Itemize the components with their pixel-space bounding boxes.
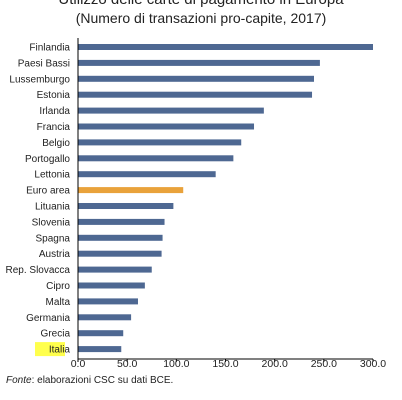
category-label-lituania: Lituania [35,202,70,213]
label-highlight-italia [35,342,65,357]
category-label-slovenia: Slovenia [32,217,71,228]
x-tick-label: 0.0 [71,358,86,370]
bar-rep-slovacca [78,266,152,273]
category-label-euro-area: Euro area [26,186,70,197]
category-label-irlanda: Irlanda [39,106,70,117]
bar-paesi-bassi [78,59,320,66]
bar-italia [78,346,122,353]
x-tick-label: 300.0 [360,358,386,370]
bar-austria [78,250,162,257]
source-text: : elaborazioni CSC su dati BCE. [31,375,174,386]
bar-slovenia [78,218,165,225]
category-label-grecia: Grecia [41,329,71,340]
bar-portogallo [78,155,234,162]
category-label-francia: Francia [37,122,71,133]
bar-estonia [78,91,313,98]
bar-spagna [78,234,163,241]
category-label-italia: Italia [49,345,71,356]
bar-lettonia [78,171,216,178]
chart-title: Utilizzo delle carte di pagamento in Eur… [0,0,402,9]
x-tick-label: 150.0 [212,358,238,370]
category-label-germania: Germania [26,313,70,324]
bar-finlandia [78,44,373,50]
x-tick-label: 100.0 [163,358,189,370]
category-label-belgio: Belgio [42,138,70,149]
category-label-paesi-bassi: Paesi Bassi [18,58,70,69]
bar-francia [78,123,255,130]
x-tick-label: 250.0 [311,358,337,370]
bar-belgio [78,139,242,146]
source-label: Fonte [6,375,32,386]
bar-chart: Finlandia Paesi Bassi Lussemburgo Estonia Ir… [6,38,386,370]
category-label-finlandia: Finlandia [29,43,70,54]
bar-lussemburgo [78,75,314,82]
category-label-portogallo: Portogallo [25,154,70,165]
x-tick-label: 50.0 [117,358,138,370]
x-tick-label: 200.0 [262,358,288,370]
bar-lituania [78,203,174,209]
category-label-lussemburgo: Lussemburgo [9,74,70,85]
category-label-malta: Malta [46,297,71,308]
bar-euro-area [78,187,184,194]
category-label-spagna: Spagna [36,233,71,244]
bar-germania [78,314,132,321]
source-note: Fonte: elaborazioni CSC su dati BCE. [6,375,173,386]
bar-irlanda [78,107,264,114]
category-label-rep-slovacca: Rep. Slovacca [6,265,71,276]
chart-subtitle: (Numero di transazioni pro-capite, 2017) [75,10,327,26]
category-label-cipro: Cipro [46,281,70,292]
category-label-lettonia: Lettonia [34,170,70,181]
category-label-estonia: Estonia [37,90,71,101]
category-label-austria: Austria [39,249,71,260]
bar-malta [78,298,138,305]
bar-grecia [78,330,124,337]
bar-cipro [78,282,145,289]
